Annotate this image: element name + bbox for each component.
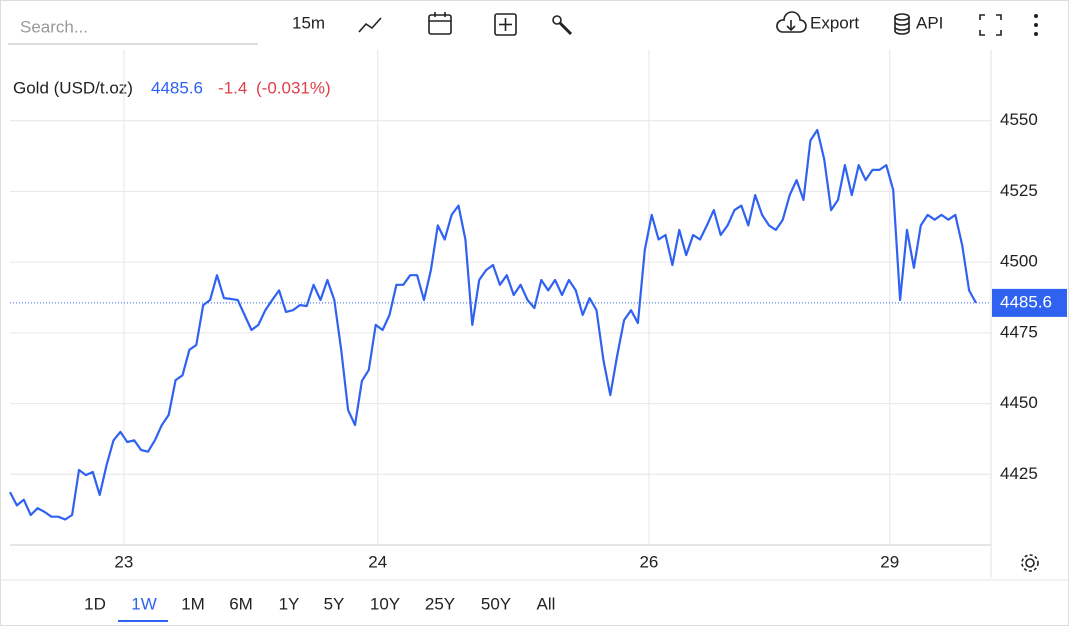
y-tick-label: 4450 bbox=[1000, 393, 1038, 412]
price-line bbox=[9, 128, 977, 521]
range-button[interactable]: 10Y bbox=[370, 594, 400, 613]
y-tick-label: 4550 bbox=[1000, 110, 1038, 129]
y-tick-label: 4500 bbox=[1000, 252, 1038, 271]
x-tick-label: 26 bbox=[639, 552, 658, 571]
range-button[interactable]: 1D bbox=[84, 594, 106, 613]
search-placeholder[interactable]: Search... bbox=[20, 17, 88, 36]
range-button[interactable]: 1W bbox=[131, 594, 157, 613]
x-tick-label: 24 bbox=[368, 552, 387, 571]
header-change: -1.4 bbox=[218, 78, 247, 97]
header-price: 4485.6 bbox=[151, 78, 203, 97]
settings-wrench-icon[interactable] bbox=[552, 15, 573, 36]
plot-area: 4425 4450 4475 4500 4525 4550 23 24 26 29 4485.6 bbox=[9, 50, 1067, 571]
range-bar: 1D 1W 1M 6M 1Y 5Y 10Y 25Y 50Y All bbox=[84, 594, 556, 622]
calendar-icon[interactable] bbox=[428, 12, 452, 35]
x-tick-label: 29 bbox=[880, 552, 899, 571]
header-change-pct: (-0.031%) bbox=[256, 78, 331, 97]
compare-icon[interactable] bbox=[494, 13, 517, 36]
export-icon[interactable] bbox=[776, 11, 807, 33]
range-button[interactable]: 1Y bbox=[279, 594, 300, 613]
last-price-label: 4485.6 bbox=[1000, 292, 1052, 311]
range-button[interactable]: 25Y bbox=[425, 594, 455, 613]
instrument-title: Gold (USD/t.oz) bbox=[13, 78, 133, 97]
interval-button[interactable]: 15m bbox=[292, 13, 325, 32]
range-button[interactable]: 6M bbox=[229, 594, 253, 613]
chart-type-icon[interactable] bbox=[358, 17, 382, 33]
menu-icon[interactable] bbox=[1034, 14, 1038, 36]
range-button[interactable]: 1M bbox=[181, 594, 205, 613]
range-button[interactable]: 5Y bbox=[324, 594, 345, 613]
search-box[interactable]: Search... bbox=[8, 17, 258, 45]
range-button[interactable]: All bbox=[537, 594, 556, 613]
export-button[interactable]: Export bbox=[810, 13, 859, 32]
api-button[interactable]: API bbox=[916, 13, 943, 32]
range-button[interactable]: 50Y bbox=[481, 594, 511, 613]
y-tick-label: 4525 bbox=[1000, 181, 1038, 200]
y-tick-label: 4475 bbox=[1000, 322, 1038, 341]
y-tick-label: 4425 bbox=[1000, 464, 1038, 483]
axis-settings-icon[interactable] bbox=[1021, 554, 1039, 572]
api-icon[interactable] bbox=[894, 13, 910, 35]
fullscreen-icon[interactable] bbox=[979, 14, 1002, 36]
last-price-box bbox=[992, 288, 1067, 317]
x-tick-label: 23 bbox=[114, 552, 133, 571]
